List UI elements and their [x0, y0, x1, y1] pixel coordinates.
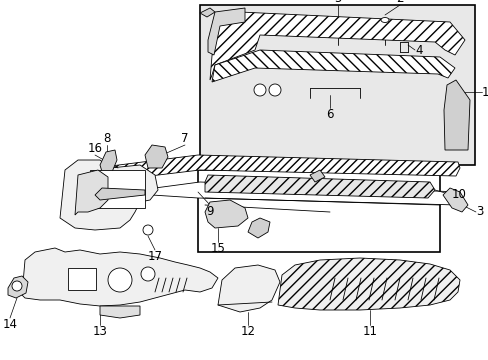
Circle shape	[141, 267, 155, 281]
Text: 11: 11	[362, 325, 377, 338]
Circle shape	[12, 281, 22, 291]
Polygon shape	[443, 80, 469, 150]
Text: 7: 7	[181, 132, 188, 145]
Polygon shape	[100, 155, 459, 182]
Polygon shape	[100, 306, 140, 318]
Circle shape	[108, 268, 132, 292]
Bar	[200, 5, 474, 165]
Text: 5: 5	[334, 0, 341, 5]
Text: 15: 15	[210, 242, 225, 255]
Text: 14: 14	[2, 318, 18, 331]
Text: 8: 8	[103, 132, 110, 145]
Bar	[198, 170, 439, 252]
Text: 1: 1	[481, 85, 488, 99]
Polygon shape	[145, 145, 168, 168]
Ellipse shape	[380, 18, 388, 22]
Text: 12: 12	[240, 325, 255, 338]
Circle shape	[253, 84, 265, 96]
Polygon shape	[218, 265, 280, 312]
Text: 2: 2	[395, 0, 403, 5]
Polygon shape	[95, 188, 145, 200]
Text: 16: 16	[87, 142, 102, 155]
Circle shape	[142, 225, 153, 235]
Polygon shape	[309, 170, 325, 182]
Text: 17: 17	[147, 250, 162, 263]
Text: 9: 9	[206, 205, 213, 218]
Polygon shape	[442, 188, 467, 212]
Polygon shape	[247, 218, 269, 238]
Polygon shape	[209, 12, 464, 80]
Text: 13: 13	[92, 325, 107, 338]
Polygon shape	[75, 170, 108, 215]
Polygon shape	[8, 276, 28, 298]
Polygon shape	[22, 248, 218, 306]
Polygon shape	[100, 150, 117, 175]
Polygon shape	[60, 160, 158, 230]
Polygon shape	[204, 175, 434, 198]
Text: 6: 6	[325, 108, 333, 121]
Text: 10: 10	[451, 189, 466, 202]
Polygon shape	[278, 258, 459, 310]
Text: 3: 3	[475, 206, 482, 219]
Polygon shape	[200, 8, 215, 17]
Bar	[90, 170, 145, 208]
Bar	[68, 268, 96, 290]
Polygon shape	[207, 8, 244, 55]
Text: 4: 4	[414, 44, 422, 57]
Polygon shape	[212, 50, 454, 82]
Polygon shape	[204, 200, 247, 228]
Polygon shape	[152, 182, 461, 205]
Circle shape	[268, 84, 281, 96]
